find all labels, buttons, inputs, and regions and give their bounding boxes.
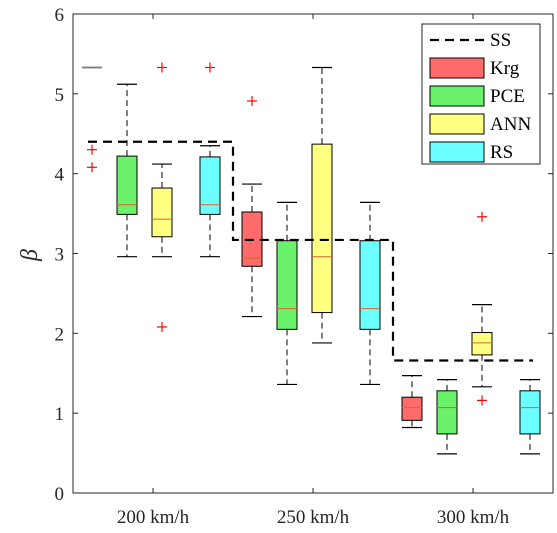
box-body — [151, 187, 173, 238]
outlier-marker — [477, 211, 487, 222]
box-pce-3 — [436, 379, 458, 455]
y-tick-label: 5 — [55, 85, 65, 106]
legend-swatch — [429, 113, 485, 135]
legend-item-rs: RS — [429, 141, 513, 163]
legend-swatch — [429, 57, 485, 79]
legend-label-ss: SS — [490, 30, 511, 51]
x-tick-label: 300 km/h — [437, 507, 510, 528]
box-rs-2 — [359, 201, 381, 386]
outlier-marker — [157, 321, 167, 332]
x-axis: 200 km/h 250 km/h 300 km/h — [117, 14, 510, 528]
legend-label: RS — [490, 142, 513, 163]
legend-swatch — [429, 85, 485, 107]
box-body — [436, 390, 458, 435]
box-body — [359, 240, 381, 330]
box-krg-1 — [82, 66, 102, 173]
box-body — [519, 390, 541, 435]
y-axis-label: β — [17, 249, 43, 262]
box-body — [311, 143, 333, 314]
box-ann-1 — [151, 62, 173, 332]
y-tick-label: 4 — [55, 165, 65, 186]
outlier-marker — [157, 62, 167, 73]
box-krg-3 — [401, 375, 423, 429]
y-axis: 0 1 2 3 4 5 6 — [55, 5, 553, 505]
y-tick-label: 0 — [55, 484, 65, 505]
box-body — [401, 396, 423, 421]
box-krg-2 — [241, 96, 263, 318]
box-body — [471, 332, 493, 356]
legend-item-ss: SS — [430, 30, 511, 51]
reference-line-ss — [88, 140, 533, 362]
outlier-marker — [247, 96, 257, 107]
legend-swatch — [429, 141, 485, 163]
box-ann-2 — [311, 66, 333, 344]
x-tick-label: 250 km/h — [277, 507, 350, 528]
box-body — [276, 240, 298, 330]
outlier-marker — [87, 162, 97, 173]
y-tick-label: 6 — [55, 5, 65, 26]
legend-label: ANN — [490, 114, 531, 135]
legend-item-krg: Krg — [429, 57, 520, 79]
box-rs-1 — [199, 62, 221, 258]
box-pce-1 — [116, 83, 138, 258]
y-tick-label: 1 — [55, 404, 65, 425]
box-pce-2 — [276, 201, 298, 386]
outlier-marker — [205, 62, 215, 73]
x-tick-label: 200 km/h — [117, 507, 190, 528]
y-tick-label: 3 — [55, 245, 65, 266]
box-body — [199, 156, 221, 215]
outlier-marker — [87, 144, 97, 155]
box-rs-3 — [519, 379, 541, 455]
outlier-marker — [477, 395, 487, 406]
y-tick-label: 2 — [55, 324, 65, 345]
legend[interactable]: SS Krg PCE ANN RS — [421, 23, 541, 165]
legend-label: Krg — [490, 58, 520, 79]
legend-item-ann: ANN — [429, 113, 531, 135]
legend-label: PCE — [490, 86, 525, 107]
legend-item-pce: PCE — [429, 85, 525, 107]
box-body — [116, 155, 138, 215]
plot-area — [72, 13, 554, 494]
box-ann-3 — [471, 211, 493, 406]
